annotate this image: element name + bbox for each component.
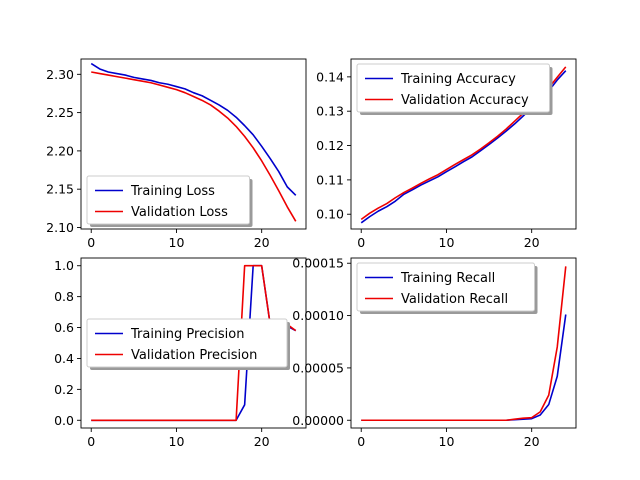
series-line-validation-loss	[91, 71, 297, 222]
y-tick-label: 0.10	[316, 207, 344, 222]
axes-frame	[350, 257, 577, 429]
y-tick-label: 0.00000	[292, 413, 344, 428]
x-tick-label: 20	[524, 235, 540, 250]
legend-box	[86, 175, 250, 225]
y-tick-label: 0.4	[54, 351, 74, 366]
x-tick-label: 0	[87, 434, 95, 449]
legend-label: Validation Recall	[401, 292, 508, 307]
y-tick-label: 0.00015	[292, 256, 344, 271]
legend: Training Loss Validation Loss	[86, 175, 253, 227]
legend-box	[356, 63, 550, 113]
y-tick-label: 0.2	[54, 382, 74, 397]
y-tick-label: 0.00010	[292, 308, 344, 323]
y-tick-label: 2.25	[46, 105, 74, 120]
x-tick-label: 10	[439, 235, 455, 250]
x-tick-label: 0	[357, 434, 365, 449]
y-tick-label: 2.20	[46, 143, 74, 158]
axes-frame	[350, 58, 577, 230]
y-tick-label: 2.10	[46, 220, 74, 235]
legend: Training Accuracy Validation Accuracy	[356, 63, 553, 115]
legend-label: Training Accuracy	[400, 72, 516, 87]
x-tick-label: 20	[524, 434, 540, 449]
y-tick-label: 0.13	[316, 104, 344, 119]
y-tick-label: 0.6	[54, 320, 74, 335]
legend-box	[86, 318, 288, 368]
x-tick-label: 10	[169, 235, 185, 250]
y-tick-label: 0.11	[316, 172, 344, 187]
subplot-top-right: 0 10 20 0.10 0.11 0.12 0.13 0.14 Training Accura…	[316, 58, 577, 250]
x-tick-label: 10	[439, 434, 455, 449]
legend: Training Precision Validation Precision	[86, 318, 290, 370]
legend-label: Training Loss	[130, 184, 215, 199]
y-tick-label: 1.0	[54, 258, 74, 273]
x-tick-label: 0	[357, 235, 365, 250]
y-tick-label: 0.14	[316, 69, 344, 84]
series-line-training-loss	[90, 62, 297, 196]
axes-frame	[80, 257, 307, 429]
axes-frame	[80, 58, 307, 230]
legend-label: Validation Precision	[131, 348, 257, 363]
y-tick-label: 2.30	[46, 67, 74, 82]
x-tick-label: 0	[87, 235, 95, 250]
x-tick-label: 20	[254, 235, 270, 250]
y-tick-label: 0.12	[316, 138, 344, 153]
subplot-bottom-right: 0 10 20 0.00000 0.00005 0.00010 0.00015 Trainin…	[292, 256, 577, 449]
legend-box	[356, 262, 535, 312]
legend: Training Recall Validation Recall	[356, 262, 538, 314]
legend-label: Training Recall	[400, 271, 495, 286]
series-line-validation-precision	[91, 264, 297, 422]
series-line-validation-recall	[361, 266, 567, 422]
subplot-bottom-left: 0 10 20 0.0 0.2 0.4 0.6 0.8 1.0 Training Precisio…	[54, 257, 307, 449]
y-tick-label: 0.0	[54, 413, 74, 428]
y-tick-label: 0.8	[54, 289, 74, 304]
legend-label: Validation Loss	[131, 205, 228, 220]
legend-label: Validation Accuracy	[401, 93, 529, 108]
y-tick-label: 0.00005	[292, 360, 344, 375]
legend-label: Training Precision	[130, 327, 244, 342]
subplot-top-left: 0 10 20 2.10 2.15 2.20 2.25 2.30 Training Loss Va…	[46, 58, 307, 250]
y-tick-label: 2.15	[46, 182, 74, 197]
x-tick-label: 20	[254, 434, 270, 449]
x-tick-label: 10	[169, 434, 185, 449]
